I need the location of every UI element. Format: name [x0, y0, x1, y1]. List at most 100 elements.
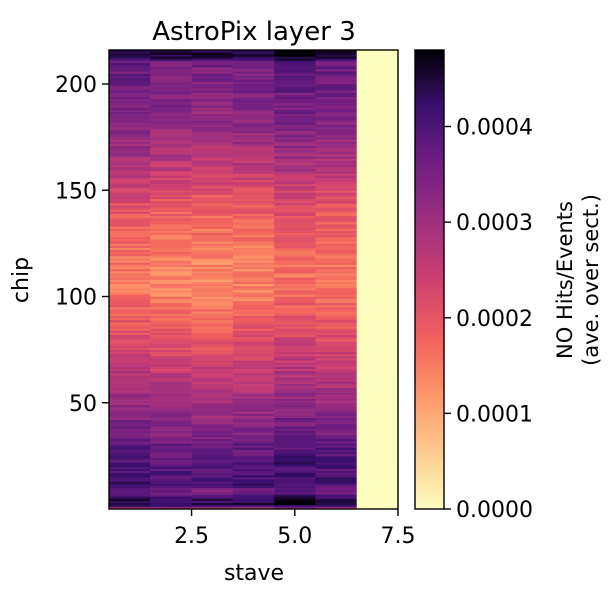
heatmap-cell	[191, 230, 234, 234]
heatmap-cell	[315, 177, 358, 180]
heatmap-cell	[150, 441, 192, 444]
heatmap-cell	[232, 468, 275, 472]
heatmap-cell	[232, 298, 275, 302]
heatmap-cell	[232, 485, 275, 489]
heatmap-cell	[191, 458, 234, 461]
heatmap-cell	[109, 239, 151, 242]
heatmap-cell	[150, 394, 192, 397]
heatmap-cell	[109, 379, 151, 382]
heatmap-cell	[109, 54, 151, 57]
heatmap-cell	[150, 260, 192, 263]
heatmap-cell	[150, 207, 192, 210]
heatmap-cell	[150, 71, 192, 74]
heatmap-cell	[150, 485, 192, 489]
heatmap-cell	[150, 468, 192, 472]
heatmap-cell	[109, 326, 151, 329]
heatmap-cell	[109, 307, 151, 310]
heatmap-cell	[109, 52, 151, 55]
heatmap-cell	[315, 277, 358, 280]
heatmap-cell	[109, 237, 151, 240]
heatmap-cell	[109, 156, 151, 159]
heatmap-cell	[191, 294, 234, 297]
heatmap-cell	[315, 164, 358, 168]
heatmap-cell	[191, 443, 234, 446]
heatmap-cell	[191, 489, 234, 493]
heatmap-cell	[232, 264, 275, 268]
heatmap-cell	[150, 362, 192, 365]
heatmap-cell	[315, 366, 358, 370]
heatmap-cell	[150, 92, 192, 95]
heatmap-cell	[150, 256, 192, 259]
heatmap-cell	[232, 209, 275, 212]
heatmap-cell	[232, 124, 275, 127]
heatmap-cell	[150, 241, 192, 244]
heatmap-cell	[150, 103, 192, 106]
heatmap-cell	[150, 152, 192, 155]
heatmap-cell	[109, 86, 151, 89]
heatmap-cell	[109, 294, 151, 297]
heatmap-cell	[109, 249, 151, 253]
heatmap-cell	[191, 64, 234, 68]
heatmap-cell	[232, 343, 275, 346]
heatmap-cell	[315, 324, 358, 327]
heatmap-cell	[109, 347, 151, 350]
heatmap-cell	[150, 192, 192, 195]
heatmap-cell	[274, 120, 316, 123]
heatmap-cell	[232, 71, 275, 74]
heatmap-cell	[109, 443, 151, 446]
heatmap-cell	[191, 424, 234, 427]
heatmap-cell	[274, 326, 316, 329]
heatmap-cell	[232, 67, 275, 70]
heatmap-cell	[109, 413, 151, 416]
heatmap-cell	[315, 345, 358, 348]
heatmap-cell	[232, 441, 275, 444]
heatmap-cell	[109, 230, 151, 234]
heatmap-cell	[109, 455, 151, 459]
heatmap-cell	[232, 379, 275, 382]
heatmap-cell	[191, 447, 234, 450]
heatmap-cell	[274, 315, 316, 319]
heatmap-cell	[315, 217, 358, 221]
heatmap-cell	[232, 171, 275, 174]
heatmap-cell	[274, 313, 316, 316]
heatmap-cell	[315, 298, 358, 302]
heatmap-cell	[150, 158, 192, 161]
heatmap-cell	[150, 141, 192, 144]
heatmap-cell	[109, 432, 151, 435]
heatmap-cell	[315, 353, 358, 357]
heatmap-cell	[315, 179, 358, 183]
heatmap-cell	[191, 98, 234, 102]
heatmap-cell	[150, 149, 192, 153]
heatmap-cell	[109, 135, 151, 138]
heatmap-cell	[191, 438, 234, 442]
heatmap-cell	[109, 139, 151, 142]
heatmap-cell	[232, 334, 275, 338]
heatmap-cell	[150, 137, 192, 140]
heatmap-cell	[150, 360, 192, 363]
heatmap-cell	[274, 373, 316, 376]
heatmap-cell	[315, 190, 358, 193]
heatmap-cell	[191, 334, 234, 338]
heatmap-cell	[191, 260, 234, 263]
heatmap-cell	[232, 173, 275, 176]
heatmap-cell	[232, 260, 275, 263]
heatmap-cell	[191, 132, 234, 136]
heatmap-cell	[315, 124, 358, 127]
heatmap-cell	[315, 209, 358, 212]
heatmap-cell	[232, 409, 275, 412]
heatmap-cell	[232, 50, 275, 53]
y-axis: 50 100 150 200	[55, 73, 109, 417]
heatmap-cell	[274, 364, 316, 367]
heatmap-cell	[274, 443, 316, 446]
chart-title: AstroPix layer 3	[152, 17, 356, 47]
heatmap-cell	[150, 226, 192, 229]
heatmap-cell	[274, 506, 316, 510]
heatmap-cell	[109, 243, 151, 246]
heatmap-cell	[150, 111, 192, 115]
heatmap-cell	[191, 409, 234, 412]
heatmap-cell	[232, 111, 275, 115]
heatmap-cell	[150, 220, 192, 223]
heatmap-cell	[232, 277, 275, 280]
heatmap-cell	[315, 462, 358, 465]
heatmap-cell	[274, 58, 316, 61]
